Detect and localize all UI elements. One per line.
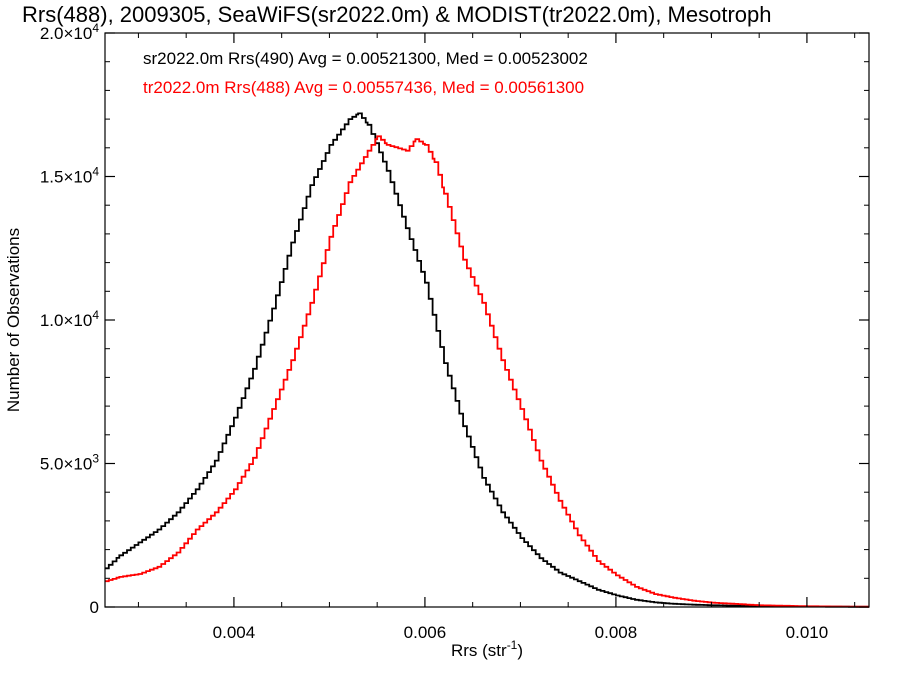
plot-series-group — [105, 112, 869, 608]
y-tick-mantissa: 0 — [90, 598, 99, 617]
y-tick-mantissa: 5.0×10 — [40, 455, 92, 474]
y-tick-exponent: 4 — [92, 21, 99, 35]
x-tick-label-2: 0.008 — [595, 623, 638, 642]
y-axis-label: Number of Observations — [4, 228, 23, 412]
series-line-0 — [105, 112, 869, 608]
x-tick-label-0: 0.004 — [213, 623, 256, 642]
y-tick-exponent: 4 — [92, 165, 99, 179]
x-axis-label-main: Rrs (str — [451, 641, 507, 660]
x-axis: 0.004 0.006 0.008 0.010 — [137, 33, 856, 642]
x-tick-label-1: 0.006 — [404, 623, 447, 642]
legend-entry-1: tr2022.0m Rrs(488) Avg = 0.00557436, Med… — [143, 78, 584, 97]
y-tick-label-2: 1.0×104 — [40, 308, 99, 330]
y-tick-exponent: 3 — [92, 452, 99, 466]
y-tick-mantissa: 1.0×10 — [40, 311, 92, 330]
chart-title: Rrs(488), 2009305, SeaWiFS(sr2022.0m) & … — [22, 2, 772, 27]
y-tick-mantissa: 1.5×10 — [40, 168, 92, 187]
y-tick-label-4: 2.0×104 — [40, 21, 99, 43]
y-tick-label-1: 5.0×103 — [40, 452, 99, 474]
legend-entry-0: sr2022.0m Rrs(490) Avg = 0.00521300, Med… — [143, 49, 588, 68]
x-axis-label-suffix: ) — [517, 641, 523, 660]
y-tick-label-3: 1.5×104 — [40, 165, 99, 187]
series-line-1 — [105, 135, 869, 608]
x-axis-label: Rrs (str-1) — [451, 638, 523, 660]
y-tick-exponent: 4 — [92, 308, 99, 322]
x-axis-label-sup: -1 — [507, 638, 518, 652]
x-tick-label-3: 0.010 — [786, 623, 829, 642]
legend: sr2022.0m Rrs(490) Avg = 0.00521300, Med… — [143, 49, 588, 97]
y-tick-mantissa: 2.0×10 — [40, 24, 92, 43]
y-tick-label-0: 0 — [90, 598, 99, 617]
